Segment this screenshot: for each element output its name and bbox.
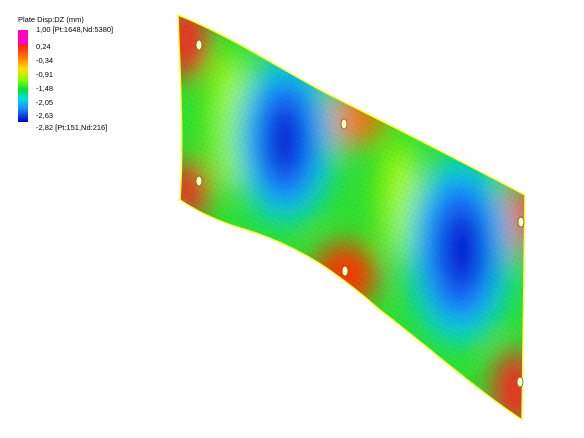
legend: Plate Disp:DZ (mm) 1,00 [Pt:1648,Nd:5380… bbox=[18, 15, 113, 132]
support bbox=[341, 265, 349, 277]
plate-contour bbox=[178, 15, 525, 420]
legend-label: -1,48 bbox=[36, 84, 53, 93]
support bbox=[340, 118, 348, 130]
support bbox=[516, 376, 524, 388]
legend-label: -0,34 bbox=[36, 56, 53, 65]
legend-title: Plate Disp:DZ (mm) bbox=[18, 15, 84, 24]
legend-label: -2,63 bbox=[36, 111, 53, 120]
support bbox=[195, 175, 203, 187]
plate-outline bbox=[177, 13, 526, 422]
legend-label: 1,00 [Pt:1648,Nd:5380] bbox=[36, 25, 113, 34]
supports bbox=[195, 39, 525, 388]
color-bar bbox=[18, 30, 28, 122]
legend-label: -0,91 bbox=[36, 70, 53, 79]
support bbox=[517, 216, 525, 228]
legend-label: -2,82 [Pt:151,Nd:216] bbox=[36, 123, 107, 132]
legend-label: 0,24 bbox=[36, 42, 51, 51]
legend-label: -2,05 bbox=[36, 98, 53, 107]
support bbox=[195, 39, 203, 51]
